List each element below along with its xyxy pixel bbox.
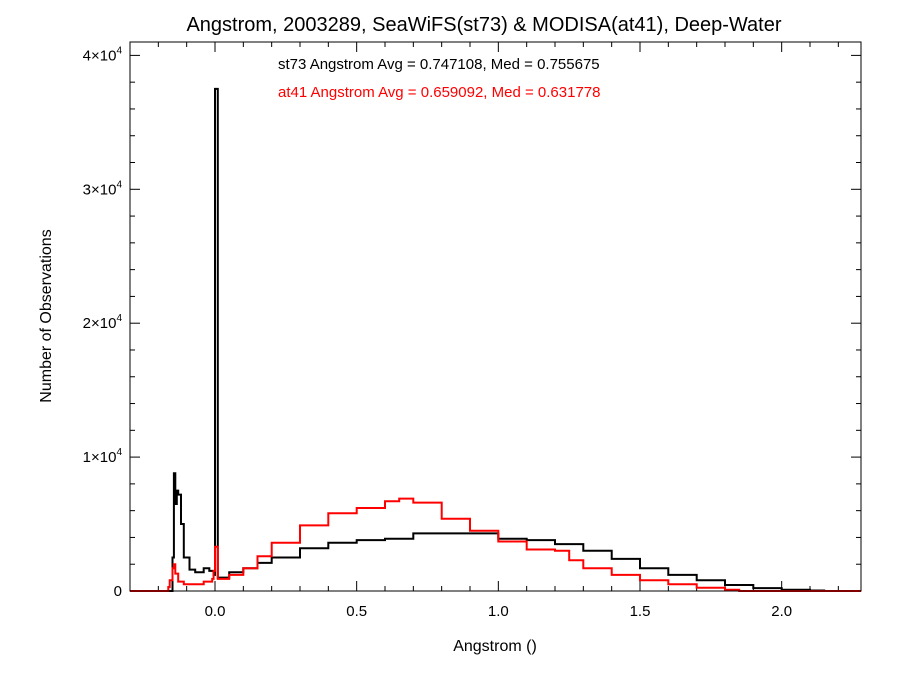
x-tick-label: 0.0 [205, 603, 226, 620]
x-tick-label: 2.0 [771, 603, 792, 620]
x-tick-label: 1.5 [630, 603, 651, 620]
annotation-at41: at41 Angstrom Avg = 0.659092, Med = 0.63… [278, 84, 600, 101]
axis-ticks: 0.0 0.5 1.0 1.5 2.0 0 1×104 2×104 3×104 4×104 [83, 42, 861, 620]
y-tick-label: 0 [114, 583, 122, 600]
plot-frame [129, 41, 862, 592]
annotation-st73: st73 Angstrom Avg = 0.747108, Med = 0.75… [278, 56, 600, 73]
y-tick-label: 2×104 [83, 313, 123, 332]
series-line-st73 [130, 87, 861, 592]
y-tick-label: 3×104 [83, 179, 123, 198]
series-line-at41 [130, 497, 861, 592]
y-tick-label: 1×104 [83, 447, 123, 466]
x-tick-label: 0.5 [346, 603, 367, 620]
series-group [130, 87, 861, 592]
x-axis-label: Angstrom () [453, 638, 537, 655]
x-tick-label: 1.0 [488, 603, 509, 620]
y-axis-label: Number of Observations [38, 229, 55, 402]
y-tick-label: 4×104 [83, 45, 123, 64]
chart-title: Angstrom, 2003289, SeaWiFS(st73) & MODIS… [186, 14, 781, 36]
